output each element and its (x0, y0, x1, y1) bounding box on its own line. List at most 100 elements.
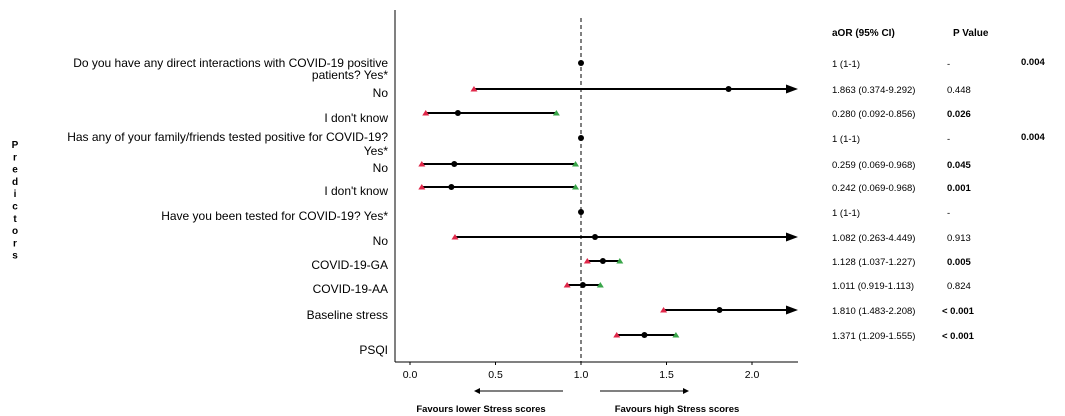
ci-arrow-head (786, 84, 798, 94)
point-estimate (599, 258, 606, 264)
aor-value: 0.280 (0.092-0.856) (832, 109, 915, 120)
aor-value: 1 (1-1) (832, 134, 860, 145)
point-estimate (592, 234, 599, 240)
point-estimate (578, 135, 584, 141)
axes: 0.0 0.5 1.0 1.5 2.0 (394, 10, 798, 381)
aor-value: 1.863 (0.374-9.292) (832, 85, 915, 96)
p-value: < 0.001 (942, 331, 975, 342)
table-header-aor: aOR (95% CI) (832, 28, 895, 39)
forest-row: Baseline stress (307, 305, 798, 322)
row-label: Yes* (364, 144, 389, 158)
favours-lower-label: Favours lower Stress scores (416, 404, 545, 415)
ci-upper-marker (552, 110, 560, 116)
x-tick-label: 2.0 (745, 369, 760, 381)
forest-row: COVID-19-GA (311, 258, 624, 272)
ci-arrow-head (786, 232, 798, 242)
forest-row: I don't know (324, 184, 580, 198)
x-tick-label: 0.0 (403, 369, 418, 381)
point-estimate (579, 282, 586, 288)
forest-row: Have you been tested for COVID-19? Yes* (161, 209, 584, 223)
p-value: 0.001 (947, 183, 971, 194)
row-label: Do you have any direct interactions with… (73, 56, 388, 70)
ci-lower-marker (563, 282, 571, 288)
row-label: COVID-19-AA (313, 282, 388, 296)
forest-row: No (373, 84, 798, 100)
forest-row: PSQI (359, 332, 680, 357)
forest-row: No (373, 161, 580, 175)
rows: Do you have any direct interactions with… (67, 56, 798, 357)
p-value: 0.448 (947, 85, 971, 96)
row-label: Have you been tested for COVID-19? Yes* (161, 209, 388, 223)
point-estimate (578, 60, 584, 66)
point-estimate (448, 184, 455, 190)
ci-upper-marker (572, 161, 580, 167)
table-header-p: P Value (953, 28, 989, 39)
favours-high-arrowhead (683, 388, 689, 394)
point-estimate (454, 110, 461, 116)
point-estimate (716, 307, 723, 313)
aor-value: 1 (1-1) (832, 208, 860, 219)
row-label: COVID-19-GA (311, 258, 388, 272)
p-value: 0.913 (947, 233, 971, 244)
row-label: I don't know (324, 184, 388, 198)
aor-value: 1.371 (1.209-1.555) (832, 331, 915, 342)
ci-arrow-head (786, 305, 798, 315)
forest-row: No (373, 232, 798, 248)
overall-p-value: 0.004 (1021, 132, 1045, 143)
p-value: 0.005 (947, 257, 971, 268)
point-estimate (578, 209, 584, 215)
x-tick-label: 1.5 (659, 369, 674, 381)
ci-lower-marker (660, 307, 668, 313)
row-label: No (373, 234, 389, 248)
aor-value: 0.242 (0.069-0.968) (832, 183, 915, 194)
forest-row: COVID-19-AA (313, 282, 604, 296)
x-tick-label: 1.0 (574, 369, 589, 381)
ci-lower-marker (418, 161, 426, 167)
forest-row: Do you have any direct interactions with… (73, 56, 584, 82)
direction-annotations: Favours lower Stress scores Favours high … (416, 388, 739, 415)
row-label: Baseline stress (307, 308, 388, 322)
ci-lower-marker (613, 332, 621, 338)
row-label: PSQI (359, 343, 388, 357)
p-value: - (947, 59, 950, 70)
row-label: patients? Yes* (312, 68, 388, 82)
ci-upper-marker (616, 258, 624, 264)
aor-value: 1 (1-1) (832, 59, 860, 70)
ci-upper-marker (672, 332, 680, 338)
overall-p-value: 0.004 (1021, 57, 1045, 68)
favours-high-label: Favours high Stress scores (615, 404, 740, 415)
ci-lower-marker (451, 234, 459, 240)
forest-row: Has any of your family/friends tested po… (67, 130, 584, 158)
row-label: No (373, 161, 389, 175)
p-value: 0.824 (947, 281, 971, 292)
p-value: < 0.001 (942, 306, 975, 317)
aor-value: 1.082 (0.263-4.449) (832, 233, 915, 244)
forest-row: I don't know (324, 110, 560, 125)
p-value: 0.026 (947, 109, 971, 120)
ci-lower-marker (470, 86, 478, 92)
aor-value: 1.128 (1.037-1.227) (832, 257, 915, 268)
ci-upper-marker (596, 282, 604, 288)
p-value: - (947, 134, 950, 145)
results-table: aOR (95% CI) P Value 1 (1-1) - 0.004 1.863 (0… (832, 28, 1045, 342)
p-value: 0.045 (947, 160, 971, 171)
point-estimate (725, 86, 732, 92)
p-value: - (947, 208, 950, 219)
ci-lower-marker (418, 184, 426, 190)
row-label: No (373, 86, 389, 100)
ci-upper-marker (572, 184, 580, 190)
ci-lower-marker (422, 110, 430, 116)
aor-value: 1.011 (0.919-1.113) (832, 281, 914, 292)
point-estimate (451, 161, 458, 167)
ci-lower-marker (583, 258, 591, 264)
aor-value: 1.810 (1.483-2.208) (832, 306, 915, 317)
row-label: I don't know (324, 111, 388, 125)
aor-value: 0.259 (0.069-0.968) (832, 160, 915, 171)
favours-lower-arrowhead (474, 388, 480, 394)
point-estimate (641, 332, 648, 338)
x-tick-label: 0.5 (488, 369, 503, 381)
row-label: Has any of your family/friends tested po… (67, 130, 388, 144)
